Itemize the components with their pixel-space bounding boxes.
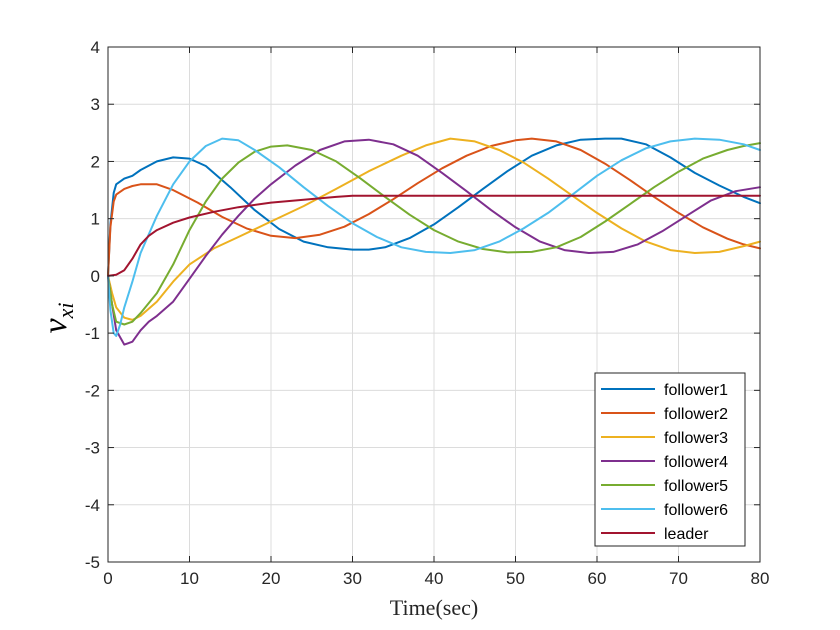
y-tick-label: 1 — [91, 210, 100, 229]
y-tick-label: 4 — [91, 38, 100, 57]
legend-label-follower6: follower6 — [664, 502, 728, 519]
series-line-follower2 — [107, 137, 761, 277]
x-axis-label: Time(sec) — [390, 595, 478, 620]
x-tick-label: 70 — [669, 569, 688, 588]
series-lines — [107, 137, 761, 346]
y-tick-label: 2 — [91, 152, 100, 171]
series-line-leader — [107, 194, 761, 277]
series-line-follower5 — [107, 142, 761, 326]
y-tick-labels: -5 -4 -3 -2 -1 0 1 2 3 4 — [85, 38, 100, 572]
x-tick-label: 10 — [180, 569, 199, 588]
series-line-follower6 — [107, 137, 761, 337]
x-tick-label: 50 — [506, 569, 525, 588]
x-tick-label: 30 — [343, 569, 362, 588]
legend-label-follower4: follower4 — [664, 454, 728, 471]
y-tick-label: -5 — [85, 553, 100, 572]
series-line-follower4 — [107, 138, 761, 346]
x-tick-label: 60 — [588, 569, 607, 588]
legend: follower1 follower2 follower3 follower4 foll… — [594, 372, 746, 547]
y-tick-label: -4 — [85, 496, 100, 515]
y-axis-label-main: v — [37, 317, 74, 333]
series-line-follower3 — [107, 137, 761, 321]
x-tick-labels: 0 10 20 30 40 50 60 70 80 — [103, 569, 769, 588]
x-tick-label: 20 — [262, 569, 281, 588]
y-axis-label-subscript: xi — [53, 303, 78, 320]
y-axis-label: vxi — [37, 303, 78, 334]
x-tick-label: 40 — [425, 569, 444, 588]
y-tick-label: -2 — [85, 381, 100, 400]
legend-label-follower5: follower5 — [664, 478, 728, 495]
y-tick-label: -1 — [85, 324, 100, 343]
axis-ticks — [107, 46, 761, 563]
y-tick-label: 0 — [91, 267, 100, 286]
legend-box — [594, 372, 746, 547]
legend-label-follower1: follower1 — [664, 382, 728, 399]
x-tick-label: 80 — [751, 569, 770, 588]
legend-label-leader: leader — [664, 526, 709, 543]
y-tick-label: 3 — [91, 95, 100, 114]
series-line-follower1 — [107, 137, 761, 277]
legend-label-follower3: follower3 — [664, 430, 728, 447]
legend-label-follower2: follower2 — [664, 406, 728, 423]
y-tick-label: -3 — [85, 439, 100, 458]
x-tick-label: 0 — [103, 569, 112, 588]
